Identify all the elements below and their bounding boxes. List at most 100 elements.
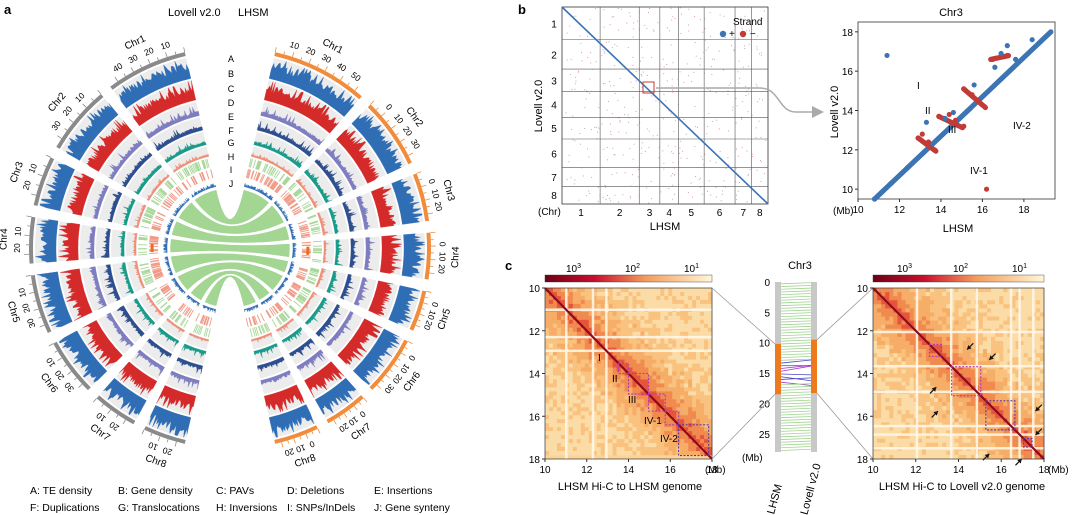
- hic-cell: [962, 406, 967, 411]
- hic-cell: [978, 426, 984, 431]
- hic-cell: [696, 323, 701, 329]
- hic-cell: [893, 373, 898, 378]
- hic-cell: [552, 319, 558, 325]
- hic-cell: [632, 327, 637, 333]
- hic-cell: [580, 339, 586, 344]
- hic-cell: [954, 365, 959, 370]
- hic-cell: [552, 423, 558, 428]
- hic-cell: [576, 343, 582, 348]
- hic-cell: [596, 383, 601, 388]
- hic-cell: [620, 331, 625, 337]
- hic-cell: [668, 383, 673, 388]
- hic-cell: [688, 331, 693, 337]
- hic-cell: [576, 375, 582, 380]
- hic-cell: [909, 377, 915, 382]
- hic-cell: [1023, 324, 1029, 330]
- hic-cell: [548, 419, 554, 424]
- hic-cell: [942, 426, 947, 431]
- dotplot-x-tick: 2: [617, 208, 623, 219]
- hic-cell: [680, 395, 685, 400]
- dotplot-x-tick: 8: [757, 208, 763, 219]
- dotplot-noise-dot: [650, 198, 652, 200]
- hic-cell: [917, 397, 923, 403]
- hic-cell: [620, 355, 625, 360]
- track-area-8: [191, 183, 217, 198]
- hic-cell: [1015, 324, 1020, 330]
- hic-cell: [930, 442, 935, 448]
- hic-cell: [1003, 312, 1008, 317]
- hic-cell: [572, 411, 578, 416]
- hic-cell: [588, 327, 594, 333]
- hic-cell: [991, 397, 996, 403]
- hic-cell: [901, 434, 906, 439]
- hic-cell: [930, 430, 935, 435]
- axis-tick: [299, 436, 302, 440]
- hic-cell: [958, 320, 963, 325]
- hic-cell: [624, 419, 629, 424]
- hic-cell: [954, 349, 959, 354]
- hic-cell: [592, 403, 597, 408]
- hic-cell: [909, 349, 915, 354]
- hic-cell: [877, 316, 882, 321]
- hic-cell: [1039, 369, 1045, 374]
- track-area-2: [296, 349, 326, 372]
- hic-cell: [1019, 324, 1024, 330]
- track-letter-j: J: [229, 179, 234, 189]
- hic-cell: [991, 377, 996, 382]
- hic-cell: [640, 291, 645, 297]
- synteny-lovell-highlight: [811, 339, 817, 394]
- hic-cell: [1039, 442, 1045, 448]
- hic-cell: [1035, 373, 1041, 378]
- gene-synteny-links: [169, 189, 291, 307]
- hic-cell: [925, 288, 931, 293]
- track-area-0: [148, 405, 192, 438]
- hic-cell: [592, 343, 597, 348]
- hic-cell: [680, 288, 685, 293]
- hic-cell: [588, 291, 594, 297]
- hic-cell: [616, 391, 621, 396]
- hic-cell: [592, 427, 597, 432]
- hic-cell: [620, 359, 625, 364]
- hic-cell: [893, 381, 898, 387]
- hic-cell: [668, 379, 673, 384]
- hic-cell: [708, 295, 713, 301]
- hic-cell: [987, 397, 992, 403]
- hic-cell: [556, 427, 562, 432]
- hic-x-tick-label: 10: [539, 465, 551, 476]
- axis-tick-label: 50: [349, 70, 363, 84]
- hic-cell: [999, 324, 1004, 330]
- dotplot-noise-dot: [581, 60, 583, 62]
- hic-cell: [580, 367, 586, 372]
- hic-cell: [652, 451, 657, 456]
- axis-tick: [54, 350, 58, 353]
- hic-cell: [568, 339, 574, 344]
- hic-cell: [652, 363, 657, 368]
- hic-cell: [999, 369, 1004, 374]
- hic-cell: [708, 383, 713, 388]
- hic-cell: [668, 367, 673, 372]
- dotplot-noise-dot: [658, 147, 660, 149]
- track-area-4: [303, 169, 333, 204]
- hic-cell: [905, 292, 910, 297]
- hic-cell: [873, 349, 878, 354]
- hic-cell: [982, 320, 988, 325]
- hic-cell: [877, 296, 882, 301]
- hic-cell: [568, 375, 574, 380]
- hic-cell: [905, 410, 910, 415]
- legend-del: D: Deletions: [287, 485, 344, 497]
- hic-cell: [938, 454, 943, 460]
- hic-cell: [660, 355, 665, 360]
- track-area-1: [336, 129, 380, 184]
- hic-cell: [588, 315, 594, 321]
- hic-cell: [1027, 422, 1033, 427]
- hic-cell: [978, 406, 984, 411]
- dotplot-noise-dot: [565, 112, 567, 114]
- hic-cell: [999, 316, 1004, 321]
- hic-cell: [692, 391, 697, 396]
- hic-cell: [624, 395, 629, 400]
- hic-cell: [608, 435, 613, 440]
- hic-cell: [987, 434, 992, 439]
- axis-tick-label: 10: [289, 39, 301, 51]
- dotplot-noise-dot: [763, 10, 765, 12]
- synteny-y-tick: 25: [759, 430, 771, 441]
